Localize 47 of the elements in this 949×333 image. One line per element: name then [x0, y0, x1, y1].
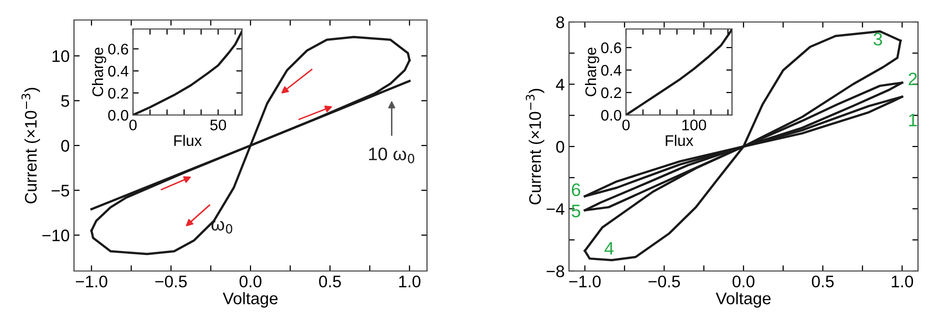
x-axis-title: Voltage [716, 292, 771, 308]
x-axis-title: Flux [666, 134, 694, 146]
annotation: 6 [572, 183, 580, 196]
x-axis-title: Voltage [222, 292, 278, 308]
annotation: ω$_{0}$ [212, 220, 232, 234]
x-tick-label: 0.5 [812, 276, 834, 288]
x-tick-label: −0.5 [155, 276, 187, 288]
x-tick-label: −1.0 [569, 276, 601, 288]
x-tick-label: 100 [682, 120, 706, 130]
x-tick-label: 0 [622, 120, 630, 130]
annotation: 3 [874, 32, 882, 46]
y-tick-label: −8 [546, 265, 564, 278]
x-tick-label: −1.0 [76, 276, 108, 288]
y-tick-label: 8 [556, 16, 564, 28]
y-tick-label: 0.2 [601, 87, 622, 98]
y-tick-label: 4 [556, 78, 564, 90]
annotation: 5 [572, 204, 580, 218]
y-tick-label: 0.6 [108, 44, 128, 55]
y-tick-label: 0.0 [601, 110, 622, 121]
x-tick-label: 0.5 [319, 276, 341, 288]
x-tick-label: 1.0 [399, 276, 420, 288]
y-tick-label: 0 [61, 140, 70, 152]
y-tick-label: 0.6 [601, 42, 622, 54]
y-tick-label: 0 [556, 140, 564, 153]
x-tick-label: 0 [129, 120, 137, 130]
y-tick-label: 0.4 [108, 66, 128, 77]
annotation: 1 [909, 114, 917, 126]
y-axis-title: Current (×10$^{−3}$) [22, 88, 40, 204]
x-tick-label: 0.0 [240, 276, 262, 288]
y-tick-label: 10 [52, 50, 70, 62]
y-tick-label: −5 [52, 184, 70, 197]
y-tick-label: −10 [42, 230, 70, 242]
y-axis-title: Charge [92, 48, 106, 96]
y-axis-title: Charge [584, 48, 600, 96]
x-tick-label: 50 [210, 120, 226, 130]
annotation: 10 ω$_{0}$ [369, 148, 414, 164]
x-tick-label: −0.5 [648, 276, 680, 288]
x-tick-label: 0.0 [732, 276, 754, 288]
x-axis-title: Flux [174, 134, 202, 146]
y-tick-label: 5 [61, 95, 70, 107]
annotation: 2 [908, 72, 917, 86]
y-tick-label: 0.0 [108, 110, 128, 121]
y-tick-label: 0.2 [108, 88, 128, 99]
y-tick-label: 0.4 [601, 64, 622, 76]
x-tick-label: 1.0 [892, 276, 914, 288]
y-axis-title: Current (×10$^{−3}$) [526, 88, 544, 204]
y-tick-label: −4 [546, 203, 564, 215]
